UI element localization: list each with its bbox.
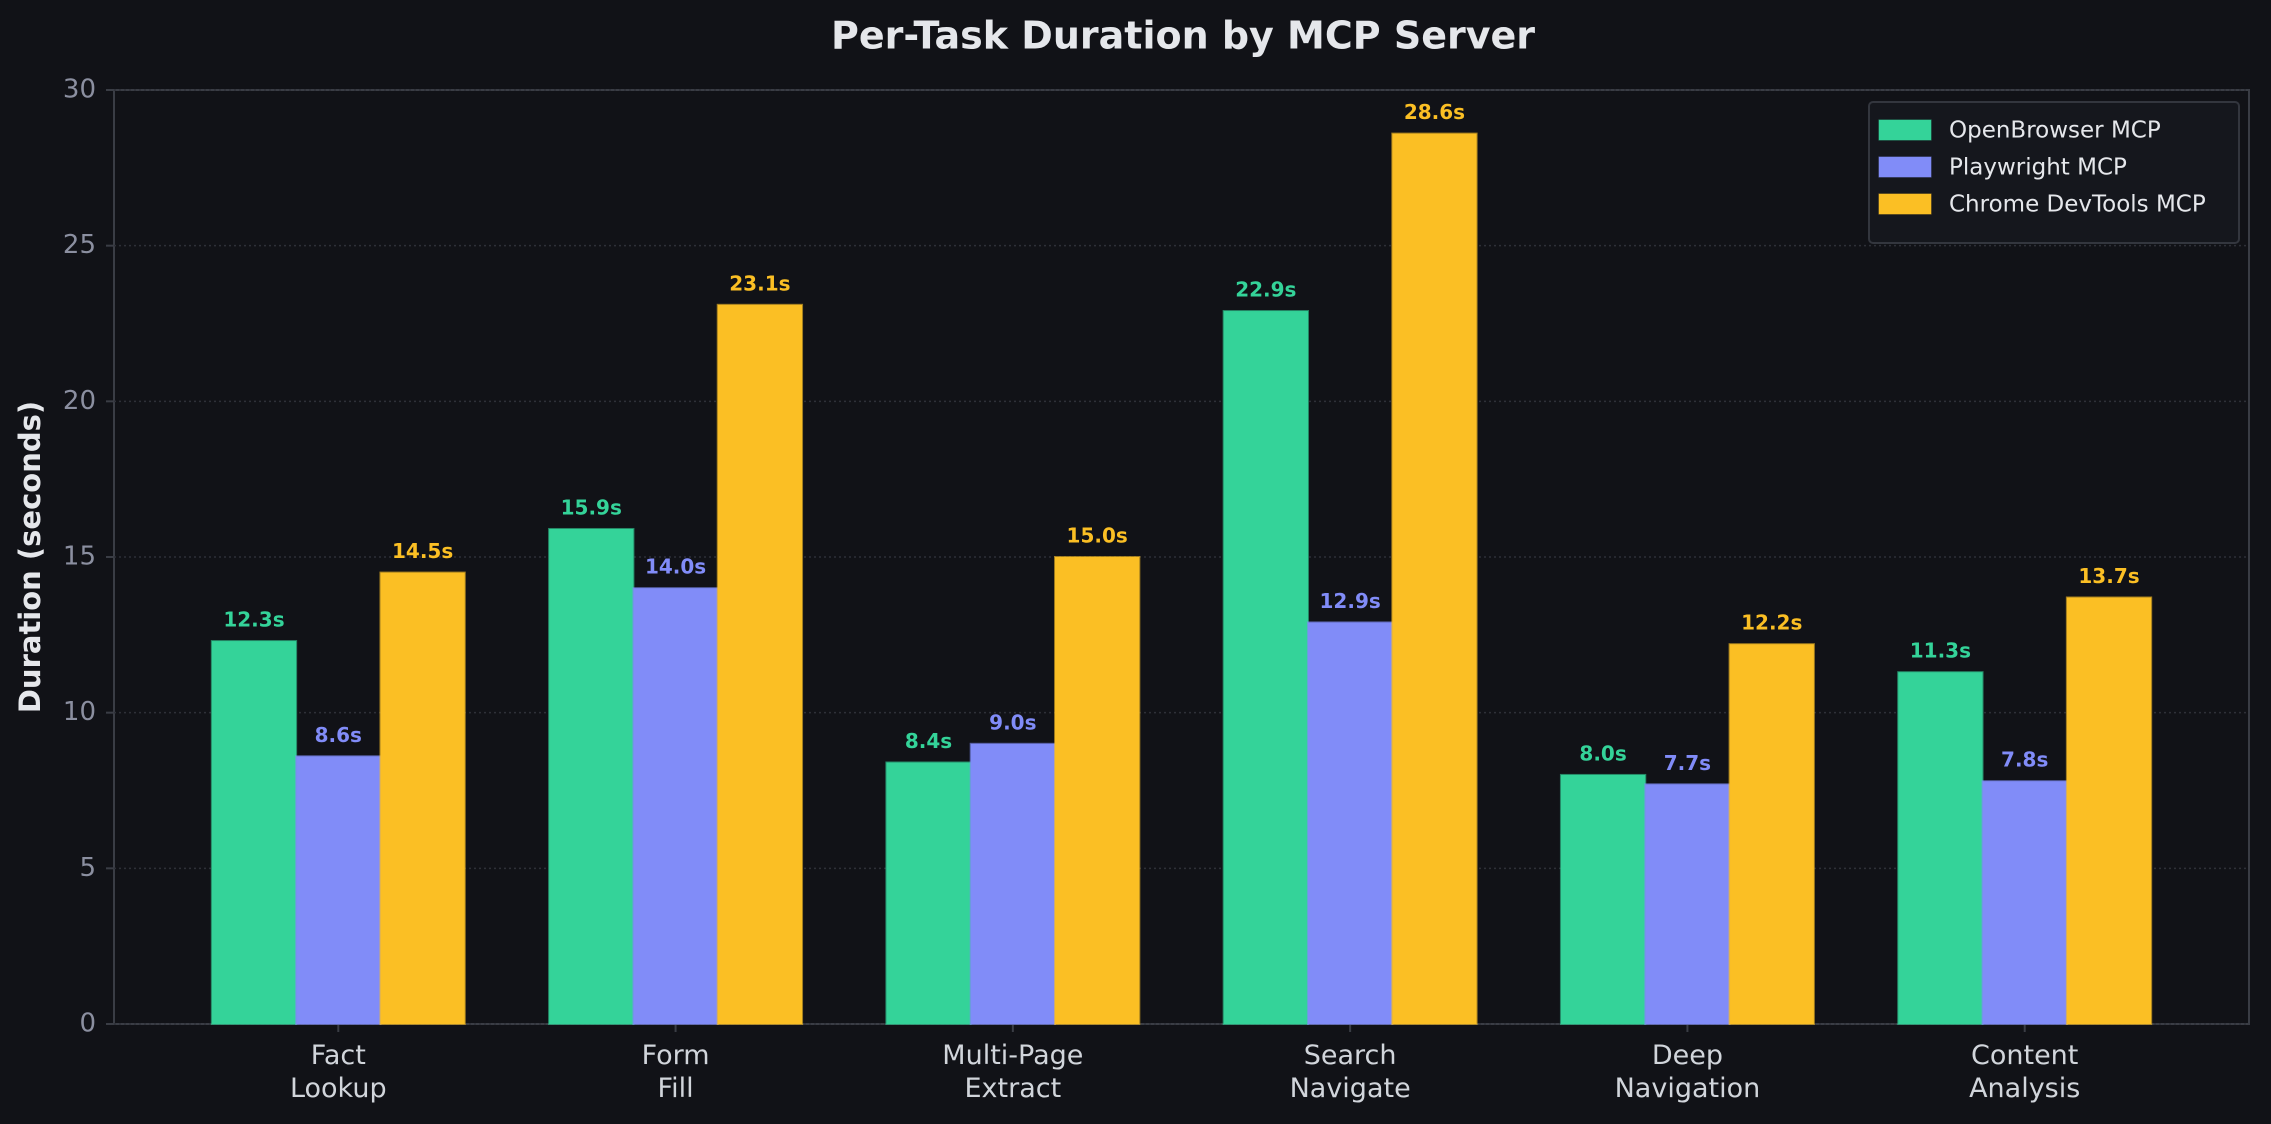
x-tick-label: Content Analysis [1969, 1040, 2080, 1104]
value-label: 7.8s [2001, 748, 2048, 772]
chart-title: Per-Task Duration by MCP Server [831, 14, 1535, 58]
legend-swatch [1878, 156, 1932, 178]
x-tick-label: Multi-Page Extract [942, 1040, 1083, 1104]
value-label: 15.0s [1067, 524, 1128, 548]
bar [1728, 643, 1815, 1025]
value-label: 14.5s [392, 539, 453, 563]
y-axis-label: Duration (seconds) [13, 401, 47, 713]
value-label: 7.7s [1664, 751, 1711, 775]
y-tick-label: 30 [63, 75, 96, 105]
value-label: 8.0s [1579, 741, 1626, 765]
x-tick-label: Form Fill [642, 1040, 710, 1104]
bar [295, 755, 382, 1026]
bar [2065, 596, 2153, 1025]
legend-swatch [1878, 119, 1932, 141]
bar [1897, 671, 1984, 1026]
legend-label: Chrome DevTools MCP [1949, 192, 2206, 218]
value-label: 28.6s [1404, 100, 1465, 124]
y-tick-label: 25 [63, 230, 96, 260]
value-label: 12.2s [1741, 611, 1802, 635]
y-tick-label: 10 [63, 697, 96, 727]
value-label: 11.3s [1910, 639, 1971, 663]
value-label: 15.9s [561, 495, 622, 519]
y-tick-label: 20 [63, 386, 96, 416]
y-tick-label: 5 [79, 853, 96, 883]
bar [969, 742, 1057, 1025]
legend-label: Playwright MCP [1949, 155, 2127, 181]
y-tick-label: 0 [79, 1009, 96, 1039]
value-label: 12.9s [1320, 589, 1381, 613]
bar [1222, 310, 1309, 1025]
bar [379, 571, 466, 1025]
value-label: 22.9s [1235, 278, 1296, 302]
value-label: 14.0s [645, 555, 706, 579]
legend-label: OpenBrowser MCP [1949, 118, 2161, 144]
value-label: 13.7s [2078, 564, 2139, 588]
legend-swatch [1878, 193, 1932, 215]
bar [1559, 773, 1647, 1026]
bar [632, 587, 719, 1026]
bar [885, 761, 972, 1025]
bar [1981, 780, 2068, 1025]
x-tick-label: Search Navigate [1290, 1040, 1411, 1104]
value-label: 23.1s [729, 271, 790, 295]
value-label: 9.0s [989, 710, 1036, 734]
bar [548, 527, 635, 1025]
bar [1391, 132, 1478, 1025]
value-label: 12.3s [223, 608, 284, 632]
y-tick-label: 15 [63, 542, 96, 572]
legend-frame [1868, 101, 2240, 244]
bar [210, 640, 298, 1025]
x-tick-label: Fact Lookup [290, 1040, 387, 1104]
bar [1054, 556, 1141, 1025]
bar [1306, 621, 1394, 1025]
bar [716, 303, 804, 1025]
value-label: 8.6s [315, 723, 362, 747]
x-tick-label: Deep Navigation [1615, 1040, 1761, 1104]
value-label: 8.4s [905, 729, 952, 753]
bar [1644, 783, 1731, 1025]
